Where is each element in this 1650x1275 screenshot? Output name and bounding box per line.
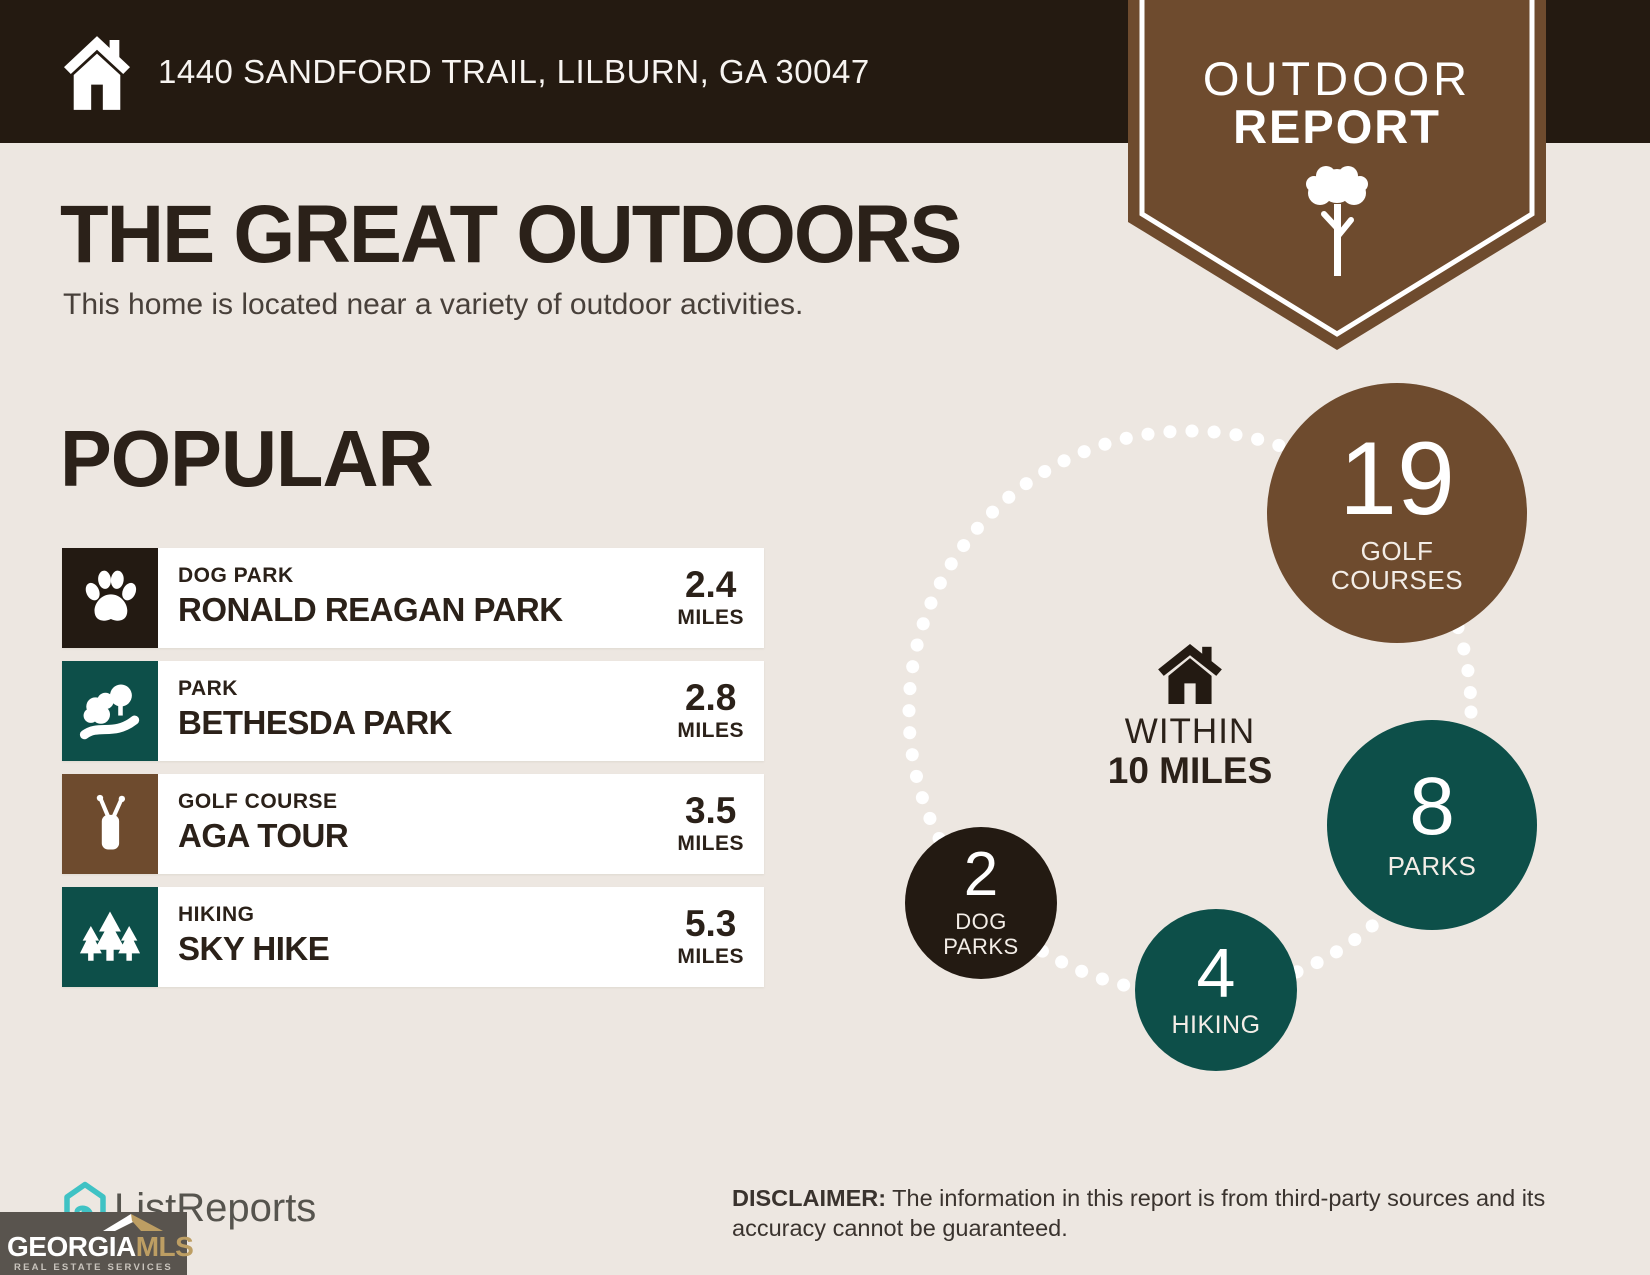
- mls-tagline: REAL ESTATE SERVICES: [14, 1262, 173, 1273]
- golf-courses-label: GOLF COURSES: [1330, 535, 1464, 596]
- pine-trees-icon: [79, 911, 141, 961]
- item-name: SKY HIKE: [178, 930, 330, 967]
- within-label: WITHIN: [1124, 712, 1256, 751]
- georgia-mls-logo: GEORGIAMLS REAL ESTATE SERVICES: [0, 1212, 194, 1275]
- item-category: DOG PARK: [178, 564, 294, 587]
- item-distance: 2.8: [684, 677, 737, 718]
- list-item-golf-course: GOLF COURSE AGA TOUR 3.5 MILES: [62, 774, 764, 874]
- item-distance: 3.5: [684, 790, 737, 831]
- list-item-park: PARK BETHESDA PARK 2.8 MILES: [62, 661, 764, 761]
- parks-label: PARKS: [1387, 851, 1477, 881]
- item-category: GOLF COURSE: [178, 790, 338, 813]
- item-category: PARK: [178, 677, 238, 700]
- ribbon-line2: REPORT: [1233, 100, 1441, 153]
- hiking-label: HIKING: [1171, 1010, 1261, 1039]
- home-icon: [64, 36, 130, 110]
- bubble-golf-courses: 19 GOLF COURSES: [1267, 383, 1527, 643]
- item-distance-unit: MILES: [677, 719, 744, 742]
- mls-roof-icon: [103, 1214, 163, 1231]
- center-home-icon: [1158, 644, 1222, 704]
- item-distance: 2.4: [684, 564, 737, 605]
- item-name: AGA TOUR: [178, 817, 349, 854]
- bubble-dog-parks: 2 DOG PARKS: [905, 827, 1057, 979]
- item-category: HIKING: [178, 903, 255, 926]
- item-distance-unit: MILES: [677, 832, 744, 855]
- page-subtitle: This home is located near a variety of o…: [63, 288, 804, 321]
- list-item-dog-park: DOG PARK RONALD REAGAN PARK 2.4 MILES: [62, 548, 764, 648]
- bubble-hiking: 4 HIKING: [1135, 909, 1297, 1071]
- park-icon: [79, 684, 140, 740]
- item-name: RONALD REAGAN PARK: [178, 591, 563, 628]
- dog-parks-label: DOG PARKS: [943, 909, 1019, 960]
- page-title: THE GREAT OUTDOORS: [60, 189, 962, 280]
- disclaimer-text: DISCLAIMER: The information in this repo…: [732, 1185, 1546, 1241]
- within-distance: 10 MILES: [1107, 750, 1273, 791]
- item-distance-unit: MILES: [677, 606, 744, 629]
- golf-courses-count: 19: [1339, 420, 1455, 537]
- item-distance: 5.3: [684, 903, 737, 944]
- item-distance-unit: MILES: [677, 945, 744, 968]
- dog-parks-count: 2: [963, 840, 999, 910]
- bubble-parks: 8 PARKS: [1327, 720, 1537, 930]
- property-address: 1440 SANDFORD TRAIL, LILBURN, GA 30047: [158, 52, 870, 90]
- hiking-count: 4: [1196, 934, 1236, 1013]
- list-item-hiking: HIKING SKY HIKE 5.3 MILES: [62, 887, 764, 987]
- parks-count: 8: [1409, 761, 1455, 853]
- golf-bag-icon: [96, 794, 126, 850]
- outdoor-report-ribbon: OUTDOOR REPORT: [1128, 0, 1546, 350]
- mls-name: GEORGIAMLS: [7, 1231, 194, 1262]
- item-name: BETHESDA PARK: [178, 704, 453, 741]
- tree-icon: [1306, 166, 1368, 276]
- popular-heading: POPULAR: [60, 414, 434, 503]
- ribbon-line1: OUTDOOR: [1203, 52, 1471, 105]
- paw-icon: [85, 570, 137, 621]
